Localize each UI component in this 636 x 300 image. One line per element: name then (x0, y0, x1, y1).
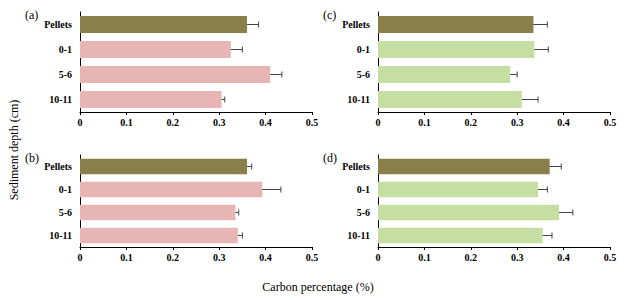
svg-text:5-6: 5-6 (59, 207, 72, 218)
svg-text:0.2: 0.2 (465, 252, 478, 263)
svg-text:10-11: 10-11 (347, 230, 370, 241)
svg-text:0.5: 0.5 (306, 117, 319, 128)
svg-text:0-1: 0-1 (357, 184, 370, 195)
svg-text:0.1: 0.1 (120, 117, 132, 128)
svg-text:0.2: 0.2 (465, 117, 478, 128)
svg-text:5-6: 5-6 (357, 207, 370, 218)
svg-text:(c): (c) (323, 8, 336, 22)
svg-text:0: 0 (78, 252, 83, 263)
svg-text:0-1: 0-1 (59, 44, 72, 55)
svg-text:0-1: 0-1 (357, 44, 370, 55)
svg-text:10-11: 10-11 (49, 230, 72, 241)
svg-text:Pellets: Pellets (342, 161, 370, 172)
svg-text:0.1: 0.1 (120, 252, 132, 263)
svg-text:0.5: 0.5 (604, 252, 617, 263)
svg-text:Pellets: Pellets (44, 19, 72, 30)
svg-text:0-1: 0-1 (59, 184, 72, 195)
svg-text:0.5: 0.5 (306, 252, 319, 263)
svg-text:10-11: 10-11 (49, 94, 72, 105)
svg-text:0.4: 0.4 (259, 252, 272, 263)
svg-text:0.5: 0.5 (604, 117, 617, 128)
svg-text:0.3: 0.3 (511, 117, 524, 128)
svg-text:0.3: 0.3 (213, 117, 226, 128)
svg-text:(a): (a) (25, 8, 38, 22)
svg-text:Pellets: Pellets (342, 19, 370, 30)
svg-text:0.1: 0.1 (418, 252, 431, 263)
svg-text:5-6: 5-6 (59, 69, 72, 80)
svg-text:0.4: 0.4 (259, 117, 272, 128)
svg-text:Sediment depth (cm): Sediment depth (cm) (7, 100, 21, 201)
svg-text:(b): (b) (25, 151, 39, 165)
svg-text:Pellets: Pellets (44, 161, 72, 172)
svg-text:0.3: 0.3 (213, 252, 226, 263)
svg-text:0.2: 0.2 (167, 117, 180, 128)
svg-text:0.2: 0.2 (167, 252, 180, 263)
svg-text:0.1: 0.1 (418, 117, 431, 128)
svg-text:5-6: 5-6 (357, 69, 370, 80)
svg-text:Carbon percentage (%): Carbon percentage (%) (262, 280, 373, 294)
svg-text:0: 0 (376, 252, 381, 263)
svg-text:0.4: 0.4 (557, 252, 570, 263)
svg-text:(d): (d) (323, 151, 337, 165)
svg-text:0: 0 (376, 117, 381, 128)
svg-text:0: 0 (78, 117, 83, 128)
svg-text:0.4: 0.4 (557, 117, 570, 128)
svg-text:0.3: 0.3 (511, 252, 524, 263)
svg-text:10-11: 10-11 (347, 94, 370, 105)
